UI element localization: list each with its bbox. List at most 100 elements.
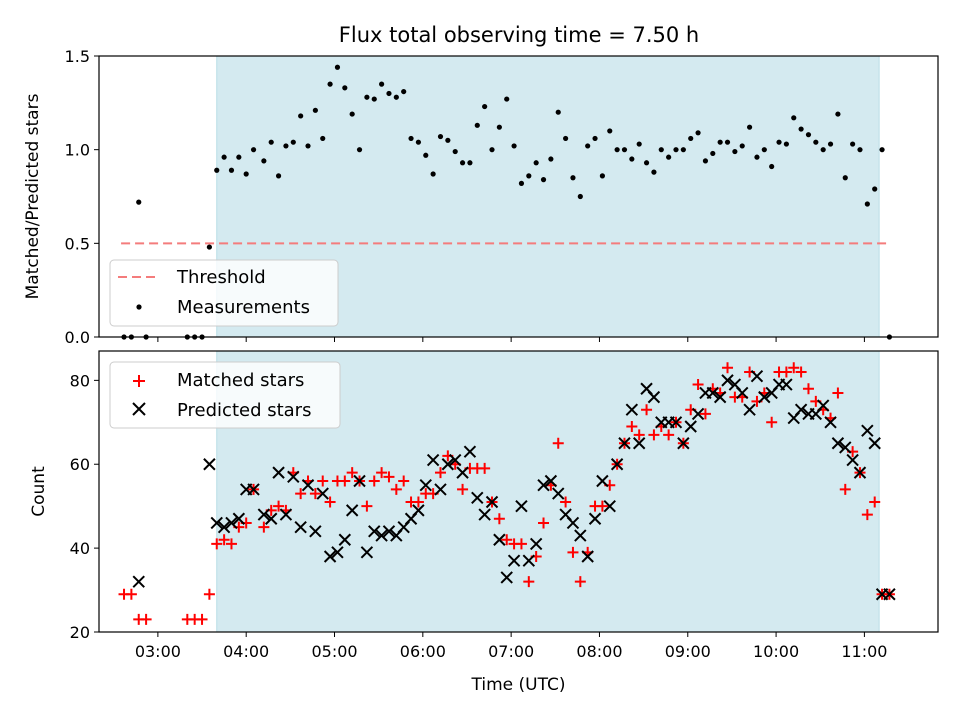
x-tick-label: 07:00 <box>488 642 534 661</box>
predicted-stars-point <box>691 407 705 421</box>
measurements-point <box>540 177 547 183</box>
predicted-stars-point <box>868 437 881 450</box>
predicted-stars-point <box>566 516 580 530</box>
measurements-point <box>629 156 635 162</box>
measurements-point <box>754 154 760 160</box>
measurements-point <box>364 94 370 100</box>
chart-title: Flux total observing time = 7.50 h <box>339 23 699 47</box>
bottom-axes-frame <box>98 350 939 633</box>
predicted-stars-point <box>419 479 432 492</box>
matched-stars-point <box>567 546 579 558</box>
predicted-stars-point <box>247 483 260 496</box>
predicted-stars-point <box>552 487 565 500</box>
top-legend-box <box>109 259 339 327</box>
x-tick-label: 08:00 <box>576 642 622 661</box>
x-tick-label: 06:00 <box>400 642 446 661</box>
predicted-stars-point <box>331 546 344 559</box>
measurements-point <box>842 175 848 181</box>
measurements-point <box>526 173 532 179</box>
predicted-stars-point <box>132 575 145 588</box>
predicted-stars-point <box>294 520 307 534</box>
y-tick-label: 80 <box>70 371 90 390</box>
measurements-point <box>423 152 429 158</box>
matched-stars-point <box>722 362 734 374</box>
predicted-stars-point <box>316 487 329 500</box>
measurements-point <box>504 96 510 102</box>
predicted-stars-point <box>448 453 462 467</box>
matched-stars-point <box>218 534 230 546</box>
predicted-stars-point <box>581 550 594 563</box>
predicted-stars-point <box>471 491 484 504</box>
predicted-stars-point <box>493 533 506 546</box>
predicted-stars-point <box>706 386 720 400</box>
matched-stars-point <box>795 366 807 378</box>
measurements-point <box>702 158 709 164</box>
matched-stars-legend-swatch <box>133 375 145 387</box>
matched-stars-point <box>361 500 373 512</box>
measurements-point <box>688 135 694 142</box>
predicted-stars-point <box>743 403 756 416</box>
predicted-stars-point <box>794 403 808 416</box>
top-data-marks <box>121 64 893 340</box>
measurements-point <box>261 158 267 164</box>
predicted-stars-point <box>441 458 455 471</box>
bottom-data-marks <box>118 362 896 625</box>
predicted-stars-point <box>603 499 616 513</box>
measurements-point <box>695 130 701 136</box>
measurements-point <box>136 199 142 205</box>
predicted-stars-point <box>574 529 587 542</box>
measurements-point <box>214 167 220 173</box>
measurements-point <box>827 141 834 147</box>
measurements-point <box>548 156 554 162</box>
measurements-point <box>636 141 642 147</box>
matched-stars-point <box>479 462 491 474</box>
measurements-point <box>290 139 296 145</box>
measurements-legend-swatch <box>136 304 142 310</box>
measurements-point <box>459 160 466 166</box>
measurements-legend-label: Measurements <box>177 297 310 318</box>
bottom-y-axis-label: Count <box>29 466 49 517</box>
predicted-stars-point <box>839 441 852 454</box>
measurements-point <box>820 147 826 153</box>
measurements-point <box>356 147 363 153</box>
predicted-stars-point <box>632 437 646 450</box>
measurements-point <box>386 90 392 97</box>
predicted-stars-point <box>610 458 624 471</box>
y-tick-label: 0.0 <box>65 328 90 347</box>
measurements-point <box>769 163 775 170</box>
predicted-stars-point <box>625 403 639 416</box>
measurements-point <box>533 160 539 166</box>
matched-stars-point <box>560 496 572 508</box>
predicted-stars-point <box>301 479 315 492</box>
matched-stars-point <box>339 475 351 487</box>
predicted-stars-point <box>522 554 536 567</box>
matched-stars-point <box>412 496 424 508</box>
measurements-point <box>221 154 227 160</box>
measurements-point <box>732 148 738 155</box>
measurements-point <box>658 147 664 153</box>
matched-stars-point <box>839 483 851 495</box>
measurements-point <box>872 186 878 192</box>
top-ticks: 0.0 0.5 1.0 1.5 <box>65 47 865 347</box>
top-axes-frame <box>98 55 939 338</box>
measurements-point <box>710 150 716 157</box>
predicted-stars-point <box>669 416 683 429</box>
predicted-stars-point <box>485 495 499 509</box>
predicted-stars-legend-swatch <box>132 402 146 416</box>
predicted-stars-point <box>883 588 896 601</box>
predicted-stars-point <box>780 378 793 391</box>
predicted-stars-point <box>225 516 238 530</box>
matched-stars-point <box>140 613 152 625</box>
measurements-point <box>621 147 628 153</box>
matched-stars-point <box>203 588 215 600</box>
x-tick-label: 10:00 <box>753 642 799 661</box>
measurements-point <box>496 124 502 130</box>
matched-stars-point <box>515 538 527 550</box>
predicted-stars-point <box>713 390 727 404</box>
measurements-point <box>563 135 569 142</box>
predicted-stars-point <box>618 437 631 450</box>
matched-stars-point <box>802 383 814 395</box>
top-legend: Threshold Measurements <box>109 259 339 327</box>
matched-stars-point <box>457 483 469 495</box>
x-tick-label: 03:00 <box>135 642 181 661</box>
